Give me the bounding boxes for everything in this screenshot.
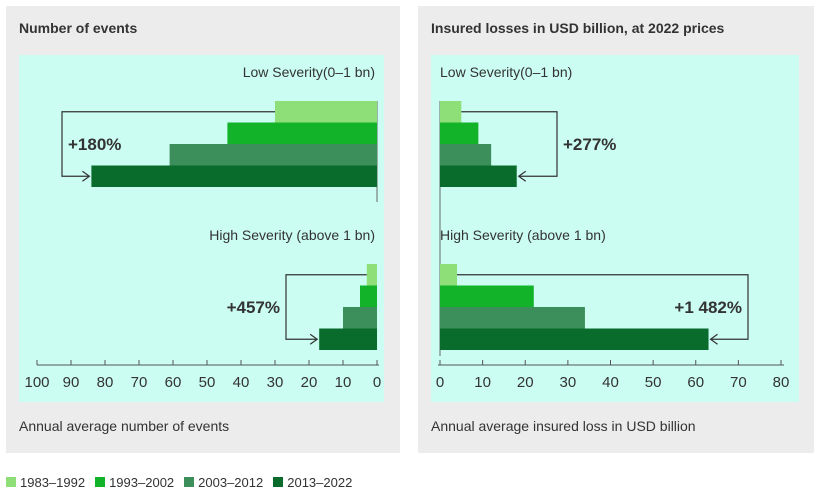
- bar: [440, 144, 492, 166]
- bar: [227, 122, 377, 144]
- x-tick-label: 20: [517, 374, 534, 391]
- legend-item: 2003–2012: [184, 475, 263, 490]
- annotation-bg: [227, 297, 282, 318]
- bar: [366, 264, 377, 286]
- legend-swatch-2013: [273, 477, 284, 487]
- bracket-arrow: [457, 274, 749, 340]
- events-x-axis-label: Annual average number of events: [19, 418, 230, 434]
- x-tick-label: 0: [436, 374, 444, 391]
- losses-panel: Insured losses in USD billion, at 2022 p…: [418, 6, 814, 453]
- x-tick-label: 0: [373, 374, 381, 391]
- legend-item: 1983–1992: [6, 475, 85, 490]
- x-tick-label: 60: [165, 374, 182, 391]
- bar: [275, 101, 377, 123]
- x-tick-label: 60: [687, 374, 704, 391]
- x-tick-label: 70: [131, 374, 148, 391]
- legend-swatch-2003: [184, 477, 195, 487]
- bar: [440, 307, 585, 329]
- x-tick-label: 40: [602, 374, 619, 391]
- growth-annotation: +180%: [68, 135, 121, 154]
- legend-label: 1983–1992: [20, 474, 86, 490]
- growth-annotation: +277%: [563, 135, 616, 154]
- legend-item: 1993–2002: [95, 475, 174, 490]
- bar: [440, 122, 479, 144]
- x-tick-label: 90: [63, 374, 80, 391]
- arrowhead: [309, 333, 319, 345]
- annotation-bg: [561, 134, 616, 155]
- bar: [440, 101, 462, 123]
- legend-label: 1993–2002: [109, 474, 175, 490]
- arrowhead: [82, 170, 91, 182]
- bar: [91, 165, 378, 187]
- bar: [440, 165, 517, 187]
- x-tick-label: 70: [730, 374, 747, 391]
- x-tick-label: 100: [24, 374, 49, 391]
- x-tick-label: 30: [560, 374, 577, 391]
- x-tick-label: 80: [773, 374, 790, 391]
- bar: [440, 264, 458, 286]
- x-tick-label: 20: [301, 374, 318, 391]
- group-label: High Severity (above 1 bn): [209, 227, 375, 243]
- events-panel: Number of events 100 90 80 70 60 50 40 30 20 10 0 L…: [6, 6, 400, 453]
- losses-chart-title: Insured losses in USD billion, at 2022 p…: [431, 20, 725, 36]
- legend-swatch-1983: [6, 477, 16, 487]
- x-tick-label: 40: [233, 374, 250, 391]
- group-label: Low Severity(0–1 bn): [440, 64, 572, 80]
- bar: [319, 328, 377, 350]
- arrowhead: [517, 170, 527, 182]
- x-tick-label: 50: [199, 374, 216, 391]
- group-label: Low Severity(0–1 bn): [243, 64, 375, 80]
- losses-chart: 0 10 20 30 40 50 60 70 80 Low Severity(0–1 bn) +27…: [436, 64, 790, 391]
- bracket-arrow: [461, 111, 558, 177]
- growth-annotation: +457%: [227, 298, 280, 317]
- x-tick-label: 80: [97, 374, 114, 391]
- bar: [440, 285, 534, 307]
- x-tick-label: 10: [474, 374, 491, 391]
- bar: [360, 285, 377, 307]
- arrowhead: [709, 333, 718, 345]
- group-label: High Severity (above 1 bn): [440, 227, 606, 243]
- growth-annotation: +1 482%: [674, 298, 742, 317]
- losses-x-axis-label: Annual average insured loss in USD billi…: [431, 418, 696, 434]
- legend-label: 2013–2022: [287, 474, 353, 490]
- legend-item: 2013–2022: [273, 475, 352, 490]
- bar: [169, 144, 377, 166]
- bar: [343, 307, 377, 329]
- legend-swatch-1993: [95, 477, 106, 487]
- x-tick-label: 30: [267, 374, 284, 391]
- legend-label: 2003–2012: [198, 474, 264, 490]
- legend: 1983–1992 1993–2002 2003–2012 2013–2022: [6, 474, 362, 490]
- bracket-arrow: [285, 274, 367, 340]
- annotation-bg: [66, 134, 121, 155]
- x-tick-label: 10: [335, 374, 352, 391]
- bracket-arrow: [61, 111, 275, 177]
- annotation-bg: [668, 297, 744, 318]
- x-tick-label: 50: [645, 374, 662, 391]
- events-chart-title: Number of events: [19, 20, 138, 36]
- bar: [440, 328, 709, 350]
